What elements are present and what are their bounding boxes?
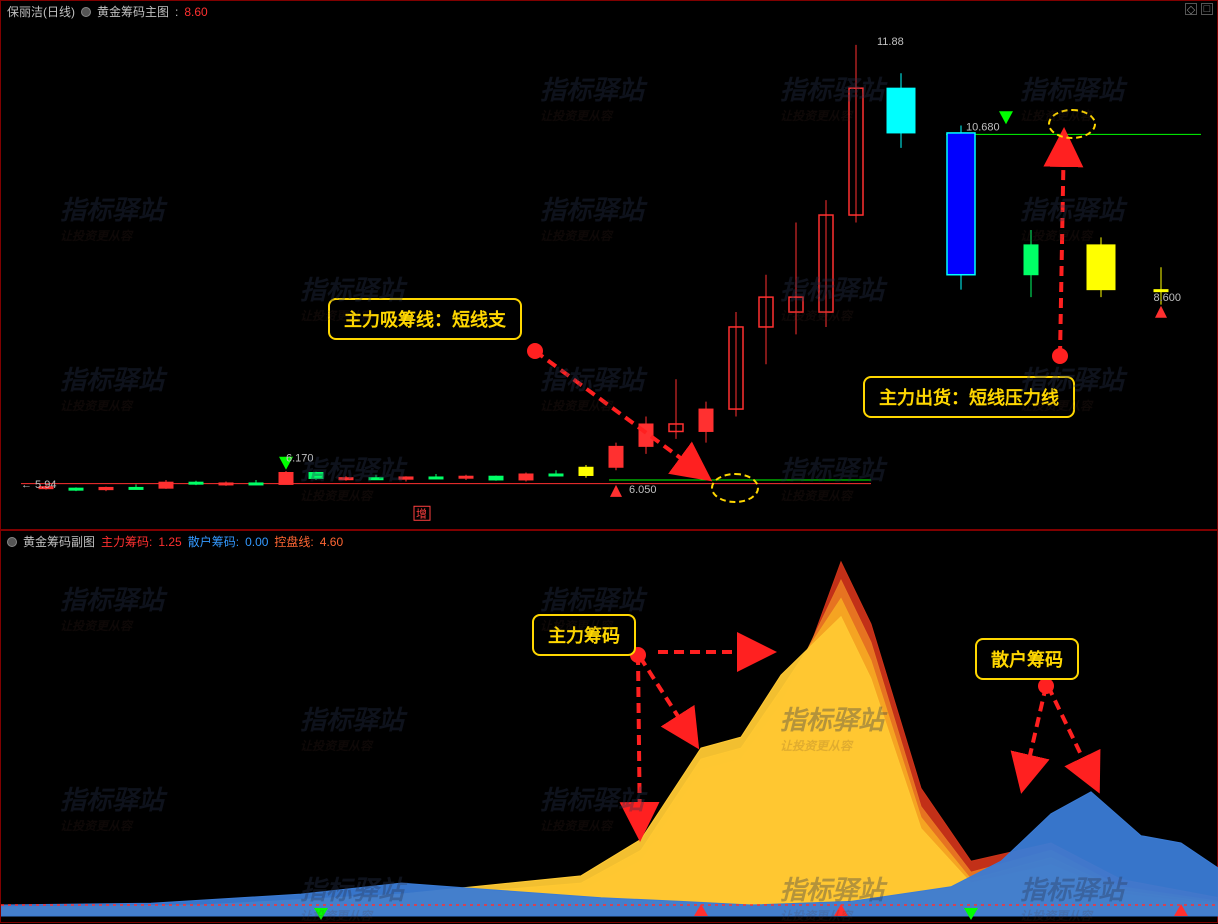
svg-text:10.680: 10.680 [966, 121, 1000, 133]
main-chart-svg[interactable]: 6.050 10.680 ← 5.94 6.170 11.88 8.600 增 [1, 1, 1218, 531]
svg-text:11.88: 11.88 [877, 36, 904, 48]
sub-chart-svg[interactable] [1, 531, 1218, 924]
main-chart-panel: 保丽洁(日线) 黄金筹码主图 : 8.60 ◇ □ 6.05010.680← 5… [0, 0, 1218, 530]
callout-c2: 主力出货：短线压力线 [863, 376, 1075, 418]
highlight-circle-0 [711, 473, 759, 503]
svg-text:增: 增 [416, 506, 427, 520]
svg-text:8.600: 8.600 [1153, 292, 1181, 304]
callout-c4: 散户筹码 [975, 638, 1079, 680]
highlight-circle-1 [1048, 109, 1096, 139]
svg-text:← 5.94: ← 5.94 [21, 479, 56, 491]
callout-c1: 主力吸筹线：短线支 [328, 298, 522, 340]
svg-text:6.050: 6.050 [629, 484, 657, 496]
sub-chart-panel: 黄金筹码副图 主力筹码: 1.25 散户筹码: 0.00 控盘线: 4.60 [0, 530, 1218, 923]
svg-text:6.170: 6.170 [286, 452, 314, 464]
callout-c3: 主力筹码 [532, 614, 636, 656]
